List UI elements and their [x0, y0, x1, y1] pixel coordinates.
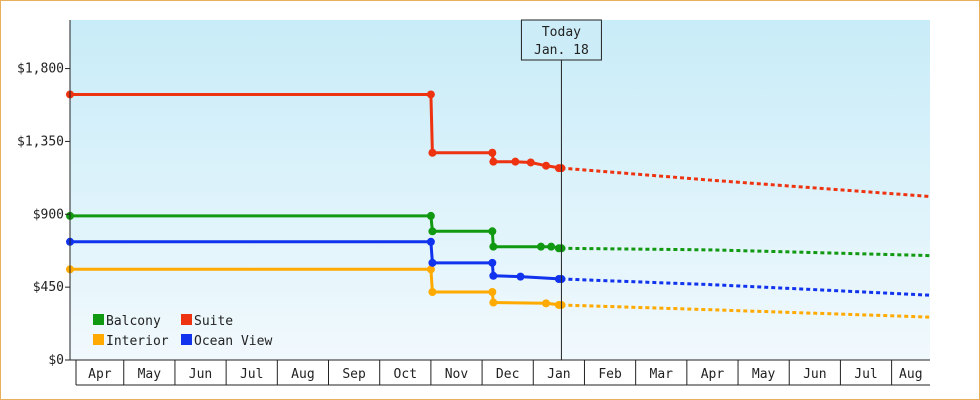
data-point	[489, 157, 498, 166]
legend-swatch	[181, 334, 192, 345]
y-tick-label: $0	[48, 353, 64, 368]
data-point	[428, 288, 437, 296]
legend-label: Balcony	[106, 314, 161, 329]
x-month-label: Jun	[803, 367, 826, 382]
legend-label: Suite	[194, 314, 233, 329]
data-point	[489, 298, 498, 307]
forecast-line	[561, 277, 931, 297]
axis-layer: $0 $450 $900 $1,350 $1,800 Apr May Jun Jul Aug Sep…	[17, 20, 930, 386]
forecast-line	[561, 303, 931, 319]
data-point	[426, 211, 435, 220]
x-month-label: Nov	[445, 367, 469, 382]
plot-area	[70, 20, 930, 360]
data-point	[426, 265, 435, 274]
x-month-label: Sep	[342, 367, 366, 382]
legend-swatch	[93, 334, 104, 345]
legend: Balcony Suite Interior Ocean View	[93, 314, 272, 349]
x-month-label: Apr	[701, 367, 725, 382]
x-month-label: Jul	[240, 367, 263, 382]
legend-swatch	[93, 314, 104, 325]
data-point	[526, 158, 535, 167]
legend-label: Interior	[106, 334, 169, 349]
y-tick-label: $1,350	[17, 134, 64, 149]
x-month-label: Apr	[88, 367, 112, 382]
today-label: Today	[542, 25, 581, 40]
x-month-label: Oct	[394, 367, 417, 382]
y-tick-label: $1,800	[17, 62, 64, 77]
y-tick-label: $900	[33, 207, 64, 222]
series-balcony	[66, 211, 931, 258]
data-point	[428, 227, 437, 236]
data-point	[536, 242, 545, 251]
data-point	[542, 161, 551, 170]
x-month-label: May	[752, 367, 776, 382]
legend-label: Ocean View	[194, 334, 272, 349]
x-month-label: Jul	[854, 367, 877, 382]
x-month-label: Aug	[291, 367, 314, 382]
data-point	[542, 299, 551, 308]
x-month-label: Mar	[650, 367, 674, 382]
data-point	[488, 227, 497, 236]
legend-swatch	[181, 314, 192, 325]
data-point	[426, 237, 435, 246]
data-point	[428, 148, 437, 157]
data-point	[489, 242, 498, 251]
data-point	[488, 148, 497, 157]
data-point	[488, 258, 497, 267]
x-month-label: Jan	[547, 367, 570, 382]
data-point	[488, 288, 497, 296]
data-point	[426, 90, 435, 99]
data-point	[547, 242, 556, 251]
x-month-label: Jun	[189, 367, 212, 382]
data-point	[428, 258, 437, 267]
x-month-label: Dec	[496, 367, 519, 382]
data-point	[516, 272, 525, 281]
today-box	[520, 19, 602, 61]
data-point	[511, 157, 520, 166]
forecast-line	[561, 246, 931, 258]
data-point	[489, 271, 498, 280]
x-month-label: May	[138, 367, 162, 382]
x-month-label: Feb	[598, 367, 622, 382]
series-interior	[66, 265, 931, 319]
y-tick-label: $450	[33, 280, 64, 295]
x-month-label: Aug	[899, 367, 922, 382]
today-marker: Today Jan. 18	[520, 19, 602, 360]
today-date: Jan. 18	[534, 43, 589, 58]
forecast-line	[561, 166, 931, 198]
